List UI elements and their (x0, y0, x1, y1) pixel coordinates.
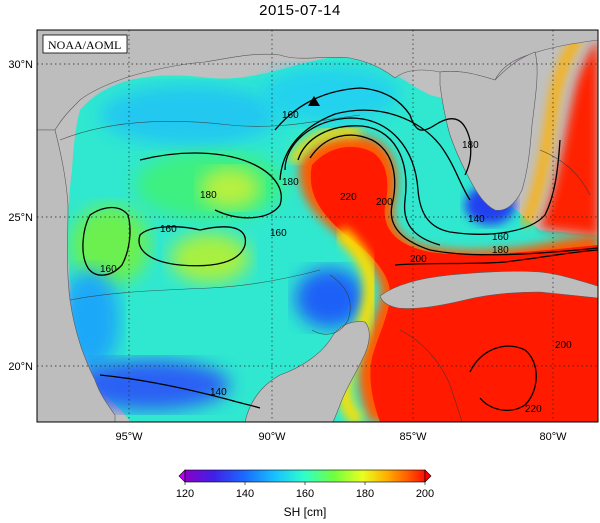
lon-label: 85°W (399, 431, 427, 443)
contour-label: 200 (376, 197, 393, 208)
colorbar-tick: 120 (176, 488, 194, 500)
graticule (37, 30, 598, 422)
contour-label: 180 (200, 190, 217, 201)
lat-label: 30°N (8, 59, 33, 71)
latitude-labels: 30°N 25°N 20°N (8, 59, 33, 373)
lat-label: 25°N (8, 212, 33, 224)
triangle-marker (308, 96, 320, 106)
contour-label: 160 (492, 232, 509, 243)
lon-label: 95°W (115, 431, 143, 443)
land-masses (37, 30, 598, 422)
thin-contours (59, 114, 591, 422)
credit-box (42, 34, 128, 54)
contour-label: 200 (555, 340, 572, 351)
colorbar-tick: 180 (356, 488, 374, 500)
contour-label: 220 (525, 404, 542, 415)
contour-label-group: 160 160 180 180 160 160 180 200 220 200 … (100, 110, 572, 415)
contour-label: 140 (210, 387, 227, 398)
colorbar: 120 140 160 180 200 SH [cm] (176, 469, 434, 519)
contour-label: 160 (270, 228, 287, 239)
colorbar-tick: 200 (416, 488, 434, 500)
lon-label: 80°W (539, 431, 567, 443)
contour-label: 220 (340, 192, 357, 203)
lat-label: 20°N (8, 361, 33, 373)
contour-label: 180 (282, 177, 299, 188)
contour-lines (82, 87, 598, 411)
contour-label: 180 (462, 140, 479, 151)
colorbar-title: SH [cm] (284, 505, 327, 519)
contour-label: 180 (492, 245, 509, 256)
longitude-labels: 95°W 90°W 85°W 80°W (115, 431, 567, 443)
contour-label: 160 (100, 264, 117, 275)
contour-label: 200 (410, 254, 427, 265)
contour-label: 160 (282, 110, 299, 121)
map-frame (36, 29, 599, 423)
map-title: 2015-07-14 (259, 2, 341, 19)
lon-label: 90°W (258, 431, 286, 443)
contour-label: 140 (468, 214, 485, 225)
credit-label: NOAA/AOML (48, 38, 121, 52)
colorbar-tick: 140 (236, 488, 254, 500)
contour-label: 160 (160, 224, 177, 235)
colorbar-tick: 160 (296, 488, 314, 500)
